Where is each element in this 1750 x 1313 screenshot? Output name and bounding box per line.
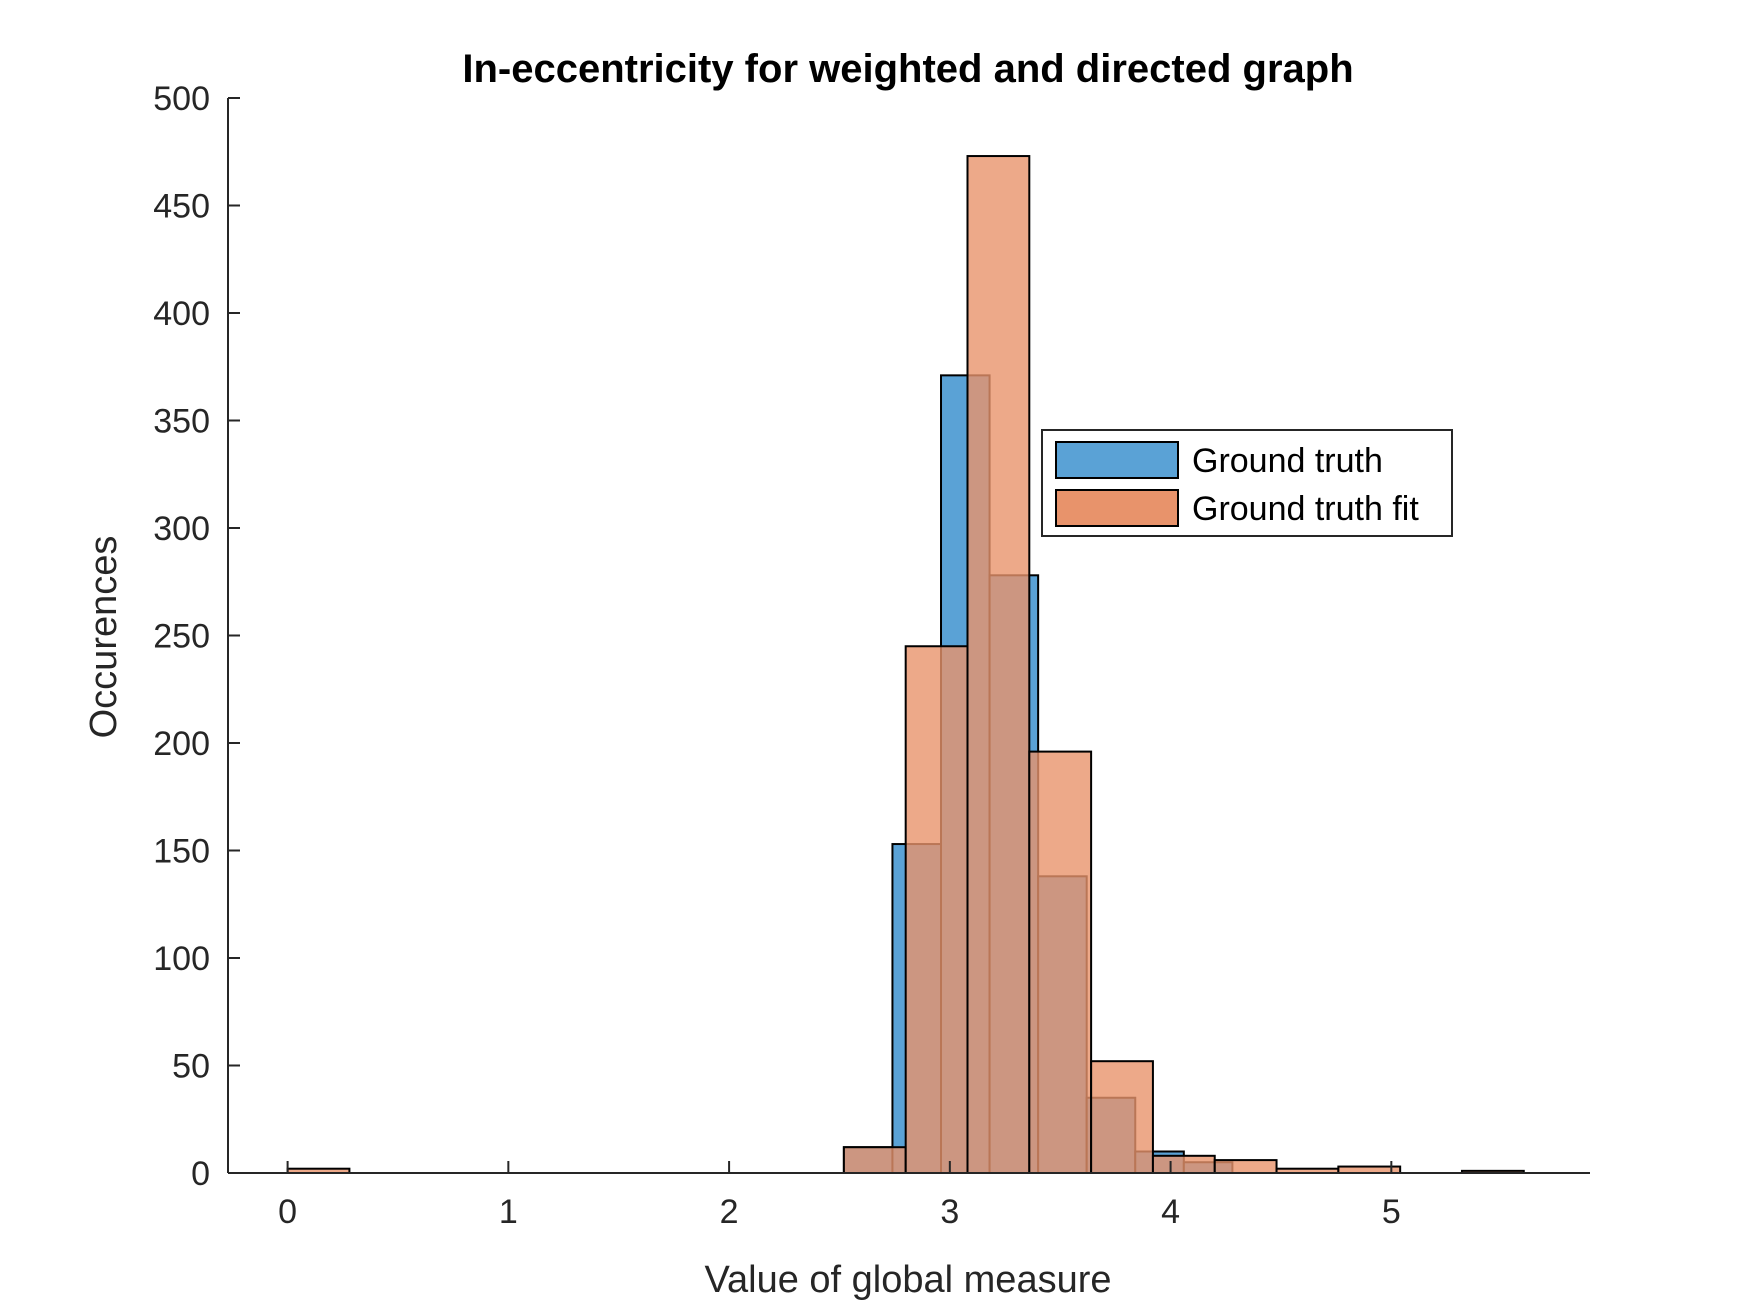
legend-label-1: Ground truth fit <box>1192 490 1419 528</box>
series-ground-truth-fit <box>286 155 1525 1175</box>
y-tick-label: 400 <box>153 295 210 333</box>
x-tick-label: 1 <box>499 1193 518 1231</box>
bar-ground-truth-fit-5 <box>1090 1060 1154 1174</box>
y-tick-label: 50 <box>172 1048 210 1086</box>
y-tick-label: 350 <box>153 403 210 441</box>
bar-ground-truth-fit-1 <box>842 1146 907 1174</box>
y-axis-label: Occurences <box>83 536 125 739</box>
x-tick-label: 2 <box>720 1193 739 1231</box>
bar-ground-truth-fit-7 <box>1213 1159 1278 1174</box>
chart-title: In-eccentricity for weighted and directe… <box>462 47 1353 91</box>
y-tick-label: 450 <box>153 188 210 226</box>
bar-ground-truth-fit-3 <box>966 155 1031 1175</box>
y-tick-label: 200 <box>153 725 210 763</box>
y-tick-label: 300 <box>153 510 210 548</box>
x-tick-label: 0 <box>278 1193 297 1231</box>
bar-ground-truth-fit-2 <box>904 645 969 1174</box>
legend-swatch-1 <box>1055 489 1179 527</box>
legend: Ground truth Ground truth fit <box>1041 429 1453 537</box>
y-tick-label: 100 <box>153 940 210 978</box>
x-tick-label: 5 <box>1382 1193 1401 1231</box>
tick-labels: 0 50 100 150 200 250 300 350 400 450 500 0 1 2 3 4 5 <box>153 80 1401 1231</box>
legend-swatch-0 <box>1055 441 1179 479</box>
x-axis-label: Value of global measure <box>705 1259 1112 1301</box>
x-tick-label: 4 <box>1161 1193 1180 1231</box>
y-tick-label: 150 <box>153 833 210 871</box>
bar-ground-truth-fit-4 <box>1028 750 1093 1174</box>
y-tick-label: 500 <box>153 80 210 118</box>
y-tick-label: 0 <box>191 1155 210 1193</box>
x-tick-label: 3 <box>940 1193 959 1231</box>
legend-label-0: Ground truth <box>1192 442 1383 480</box>
y-tick-label: 250 <box>153 618 210 656</box>
bar-ground-truth-fit-6 <box>1151 1154 1216 1175</box>
